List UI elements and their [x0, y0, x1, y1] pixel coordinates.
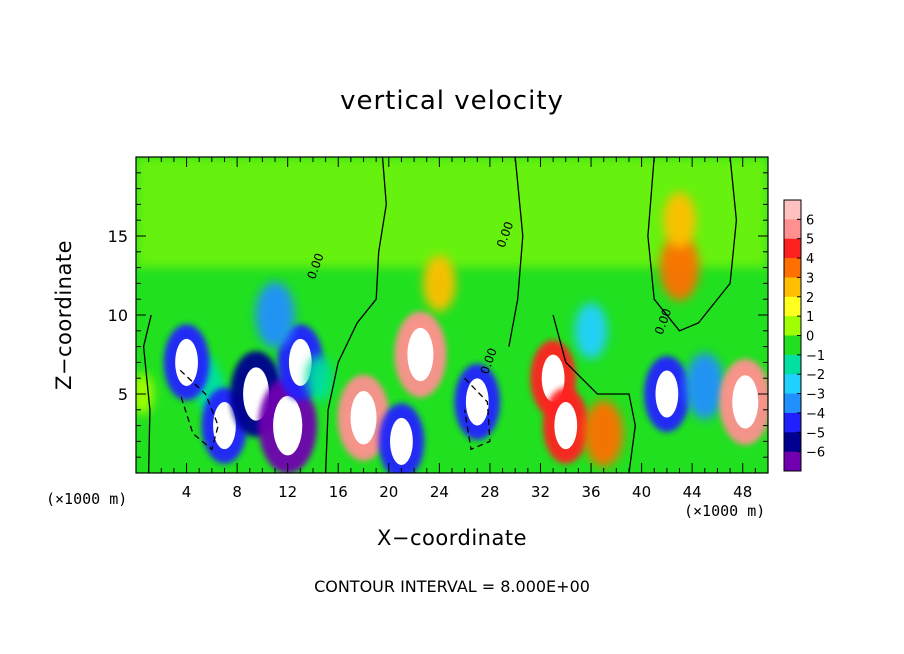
zero-contour-5: [552, 314, 636, 473]
velocity-cell-20: [659, 234, 700, 301]
colorbar-swatch: [784, 412, 801, 433]
colorbar-tick-label: −2: [806, 368, 825, 383]
zero-contour-3: [142, 314, 152, 473]
x-tick-label: 44: [683, 483, 702, 501]
x-tick-label: 32: [531, 483, 550, 501]
velocity-cell-25: [685, 353, 725, 420]
x-tick-label: 48: [733, 483, 752, 501]
colorbar-tick-label: −4: [806, 407, 825, 422]
plot-area: [136, 157, 768, 473]
colorbar-tick-label: 3: [806, 271, 814, 286]
saturated-core-18: [554, 402, 578, 450]
velocity-cell-22: [422, 255, 456, 312]
x-tick-label: 12: [278, 483, 297, 501]
colorbar-swatch: [784, 354, 801, 375]
x-tick-label: 8: [232, 483, 242, 501]
saturated-core-4: [213, 402, 236, 450]
saturated-core-3: [175, 338, 198, 386]
colorbar-tick-label: 4: [806, 252, 814, 267]
colorbar-swatch: [784, 200, 801, 220]
colorbar-swatch: [784, 316, 801, 336]
x-tick-label: 28: [480, 483, 499, 501]
saturated-core-27: [732, 375, 759, 429]
zero-contour-2: [508, 157, 524, 347]
velocity-cell-19: [584, 400, 624, 467]
contour-interval-note: CONTOUR INTERVAL = 8.000E+00: [314, 577, 590, 596]
x-tick-label: 4: [182, 483, 192, 501]
velocity-cell-21: [663, 192, 696, 249]
chart-title: vertical velocity: [340, 86, 564, 116]
y-tick-label: 10: [108, 306, 128, 325]
x-tick-label: 16: [329, 483, 348, 501]
colorbar-swatch: [784, 432, 801, 453]
colorbar-tick-label: 1: [806, 310, 814, 325]
saturated-core-6: [273, 395, 303, 456]
colorbar-swatch: [784, 238, 801, 259]
colorbar-tick-label: −5: [806, 426, 825, 441]
colorbar-tick-label: 5: [806, 233, 814, 248]
colorbar-swatch: [784, 258, 801, 278]
colorbar-swatch: [784, 335, 801, 356]
x-unit-label-left: (×1000 m): [46, 490, 128, 508]
saturated-core-24: [655, 370, 679, 418]
colorbar-swatch: [784, 219, 801, 240]
colorbar-swatch: [784, 374, 801, 395]
colorbar-tick-label: −3: [806, 388, 825, 403]
colorbar-swatch: [784, 277, 801, 298]
saturated-core-14: [407, 327, 434, 382]
colorbar-tick-label: −6: [806, 446, 825, 461]
x-tick-label: 20: [379, 483, 398, 501]
saturated-core-16: [465, 378, 489, 426]
saturated-core-12: [390, 417, 413, 465]
colorbar-tick-label: −1: [806, 349, 825, 364]
colorbar-swatch: [784, 393, 801, 414]
y-tick-label: 15: [108, 227, 128, 246]
zero-contour-4: [647, 157, 738, 332]
saturated-core-11: [350, 391, 377, 445]
x-axis-label: X−coordinate: [377, 526, 527, 550]
negative-contour-2: [463, 377, 491, 451]
colorbar-tick-label: 0: [806, 330, 814, 345]
x-tick-label: 24: [430, 483, 449, 501]
velocity-cell-23: [574, 302, 608, 359]
x-tick-label: 36: [581, 483, 600, 501]
negative-contour-1: [179, 369, 219, 451]
colorbar: 6 5 4 3 2 1 0 −1 −2 −3 −4 −5 −6: [783, 199, 825, 472]
y-tick-label: 5: [118, 385, 128, 404]
colorbar-tick-label: 2: [806, 291, 814, 306]
velocity-cell-9: [255, 282, 295, 348]
colorbar-swatch: [784, 296, 801, 317]
velocity-cell-8: [306, 355, 333, 402]
field-upper-band: [136, 157, 768, 268]
zero-contour-1: [324, 157, 387, 473]
colorbar-tick-label: 6: [806, 213, 814, 228]
x-unit-label-right: (×1000 m): [684, 502, 766, 520]
saturated-core-7: [288, 338, 312, 386]
colorbar-swatch: [784, 451, 801, 472]
x-tick-label: 40: [632, 483, 651, 501]
